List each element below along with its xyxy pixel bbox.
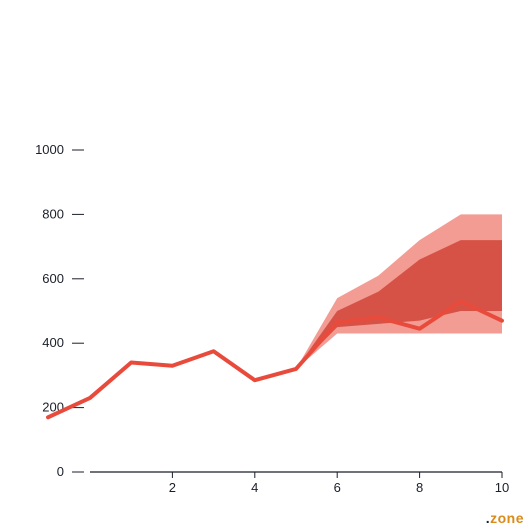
y-tick-label: 800 <box>42 206 64 221</box>
x-tick-label: 10 <box>495 480 509 495</box>
fan-chart: 02004006008001000246810 .zone <box>0 0 532 532</box>
chart-svg: 02004006008001000246810 <box>0 0 532 532</box>
y-tick-label: 0 <box>57 464 64 479</box>
x-tick-label: 8 <box>416 480 423 495</box>
x-tick-label: 4 <box>251 480 258 495</box>
x-tick-label: 6 <box>334 480 341 495</box>
y-tick-label: 1000 <box>35 142 64 157</box>
watermark-text: zone <box>490 510 524 526</box>
y-tick-label: 400 <box>42 335 64 350</box>
watermark: .zone <box>486 510 524 526</box>
series-line <box>48 301 502 417</box>
y-tick-label: 600 <box>42 271 64 286</box>
x-tick-label: 2 <box>169 480 176 495</box>
